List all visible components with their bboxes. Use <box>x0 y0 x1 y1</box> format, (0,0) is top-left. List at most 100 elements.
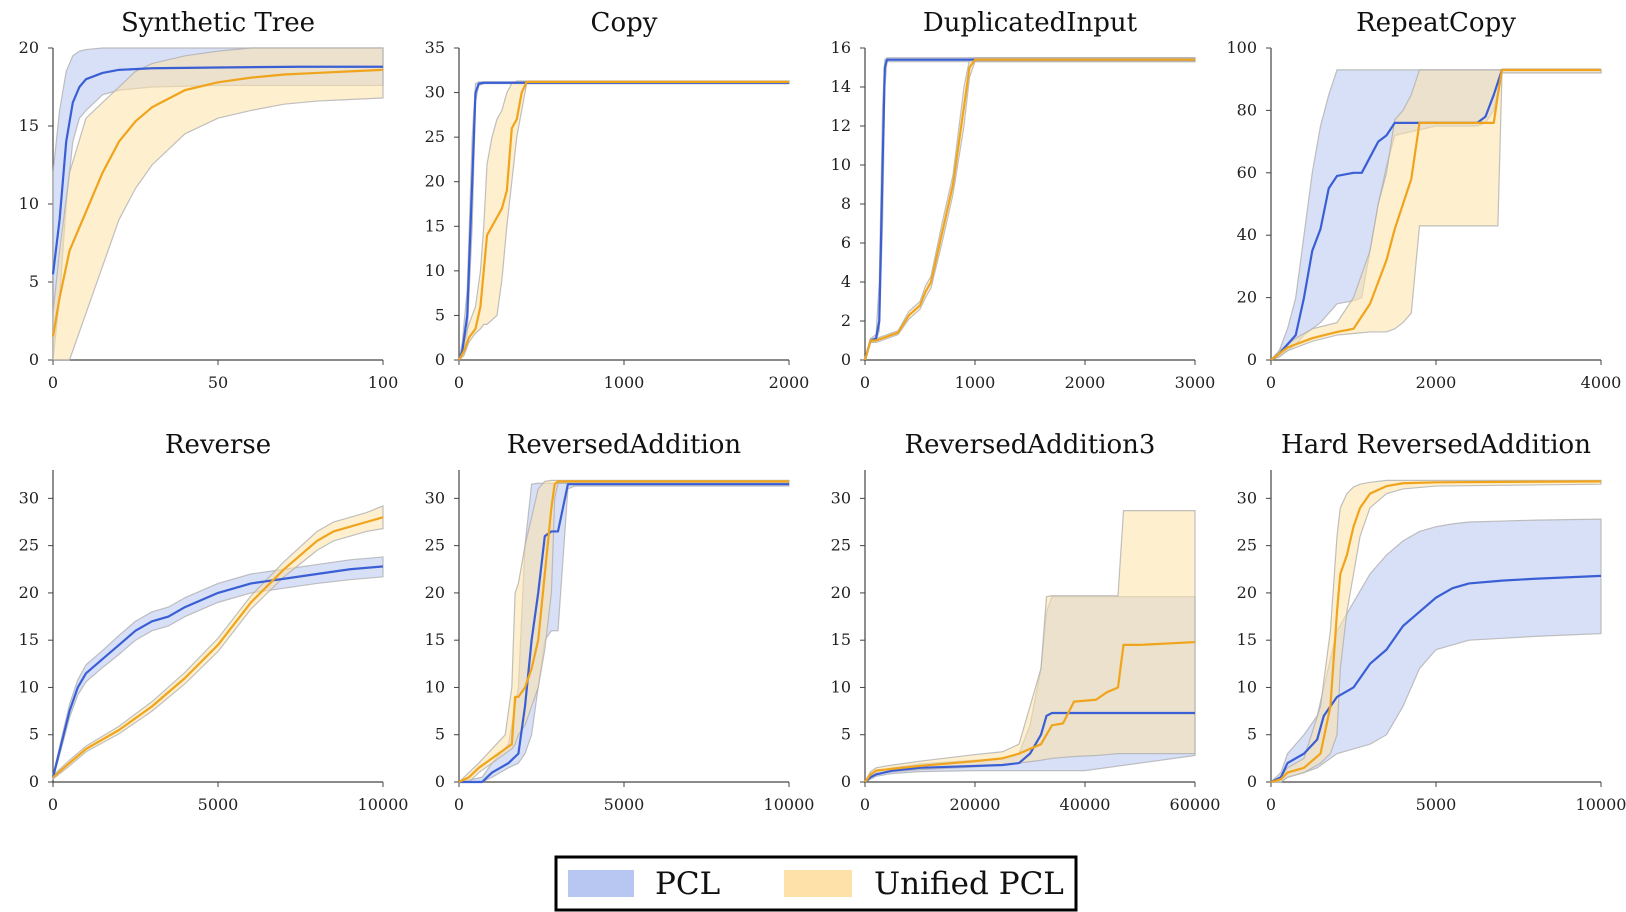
y-tick-label: 15 <box>425 216 445 235</box>
y-tick-label: 15 <box>425 630 445 649</box>
y-tick-label: 10 <box>831 155 851 174</box>
panel-title: Copy <box>591 8 658 38</box>
x-tick-label: 1000 <box>955 373 996 392</box>
x-tick-label: 5000 <box>198 795 239 814</box>
pcl-series-line <box>51 565 384 778</box>
unified-pcl-series-line <box>1270 68 1601 361</box>
y-tick-label: 25 <box>19 536 39 555</box>
y-tick-label: 25 <box>1237 536 1257 555</box>
y-tick-label: 8 <box>841 194 851 213</box>
y-tick-label: 30 <box>1237 488 1257 507</box>
chart-panel: ReversedAddition3 0 20000 40000 60000 0 5 10 15 2… <box>831 430 1221 814</box>
x-tick-label: 5000 <box>1416 795 1457 814</box>
chart-panel: Synthetic Tree 0 50 100 0 5 10 15 20 <box>19 8 399 392</box>
x-tick-label: 0 <box>1266 795 1276 814</box>
x-tick-label: 50 <box>208 373 228 392</box>
y-tick-label: 100 <box>1226 38 1257 57</box>
panel-title: DuplicatedInput <box>923 8 1138 38</box>
y-tick-label: 10 <box>19 677 39 696</box>
y-tick-label: 20 <box>425 583 445 602</box>
legend-swatch-unified-pcl <box>784 870 852 897</box>
y-tick-label: 2 <box>841 311 851 330</box>
y-tick-label: 0 <box>435 350 445 369</box>
y-tick-label: 4 <box>841 272 851 291</box>
pcl-series-line <box>459 483 789 784</box>
unified-pcl-confidence-band <box>457 80 790 362</box>
panel-title: ReversedAddition <box>507 430 742 460</box>
x-tick-label: 3000 <box>1175 373 1216 392</box>
panel-title: ReversedAddition3 <box>905 430 1156 460</box>
unified-pcl-series-line <box>864 640 1196 783</box>
unified-pcl-series-line <box>863 58 1195 361</box>
x-tick-label: 2000 <box>1416 373 1457 392</box>
unified-pcl-confidence-band <box>1270 69 1602 361</box>
x-tick-label: 2000 <box>769 373 810 392</box>
x-tick-label: 0 <box>1266 373 1276 392</box>
pcl-confidence-band <box>52 556 384 780</box>
x-tick-label: 40000 <box>1060 795 1111 814</box>
x-tick-label: 0 <box>48 373 58 392</box>
y-tick-label: 6 <box>841 233 851 252</box>
y-tick-label: 15 <box>1237 630 1257 649</box>
y-tick-label: 5 <box>29 725 39 744</box>
x-tick-label: 1000 <box>604 373 645 392</box>
y-tick-label: 14 <box>831 77 851 96</box>
chart-panel: Copy 0 1000 2000 0 5 10 15 20 25 30 35 <box>425 8 810 392</box>
y-tick-label: 25 <box>425 536 445 555</box>
unified-pcl-confidence-band <box>52 47 384 361</box>
y-tick-label: 5 <box>435 305 445 324</box>
unified-pcl-confidence-band <box>457 479 790 783</box>
y-tick-label: 0 <box>29 772 39 791</box>
panel-title: Reverse <box>165 430 271 460</box>
unified-pcl-confidence-band <box>864 57 1196 361</box>
y-tick-label: 20 <box>831 583 851 602</box>
y-tick-label: 12 <box>831 116 851 135</box>
y-tick-label: 60 <box>1237 163 1257 182</box>
unified-pcl-series-line <box>1270 480 1602 784</box>
y-tick-label: 0 <box>841 350 851 369</box>
x-tick-label: 0 <box>860 795 870 814</box>
y-tick-label: 10 <box>425 261 445 280</box>
y-tick-label: 25 <box>425 127 445 146</box>
legend: PCL Unified PCL <box>554 855 1078 912</box>
y-tick-label: 15 <box>19 116 39 135</box>
x-tick-label: 2000 <box>1065 373 1106 392</box>
y-tick-label: 10 <box>19 194 39 213</box>
legend-label-pcl: PCL <box>655 866 720 902</box>
x-tick-label: 0 <box>454 795 464 814</box>
chart-panel: ReversedAddition 0 5000 10000 0 5 10 15 20 25 30 <box>425 430 815 814</box>
x-tick-label: 5000 <box>604 795 645 814</box>
y-tick-label: 10 <box>1237 677 1257 696</box>
pcl-series-line <box>1270 68 1601 361</box>
y-tick-label: 35 <box>425 38 445 57</box>
unified-pcl-confidence-band <box>52 505 384 781</box>
unified-pcl-series-line <box>51 68 384 337</box>
y-tick-label: 0 <box>1247 772 1257 791</box>
y-tick-label: 0 <box>841 772 851 791</box>
pcl-series-line <box>864 711 1195 783</box>
unified-pcl-series-line <box>458 80 789 361</box>
y-tick-label: 30 <box>425 488 445 507</box>
panel-title: RepeatCopy <box>1356 8 1516 38</box>
y-tick-label: 15 <box>19 630 39 649</box>
y-tick-label: 10 <box>425 677 445 696</box>
y-tick-label: 20 <box>19 38 39 57</box>
y-tick-label: 5 <box>29 272 39 291</box>
chart-panel: RepeatCopy 0 2000 4000 0 20 40 60 80 100 <box>1226 8 1621 392</box>
y-tick-label: 30 <box>425 83 445 102</box>
y-tick-label: 5 <box>1247 725 1257 744</box>
chart-panel: Reverse 0 5000 10000 0 5 10 15 20 25 30 <box>19 430 409 814</box>
y-tick-label: 0 <box>435 772 445 791</box>
panel-title: Synthetic Tree <box>121 8 315 38</box>
unified-pcl-series-line <box>458 480 789 783</box>
x-tick-label: 60000 <box>1170 795 1221 814</box>
y-tick-label: 16 <box>831 38 851 57</box>
x-tick-label: 100 <box>368 373 399 392</box>
y-tick-label: 20 <box>1237 288 1257 307</box>
panel-title: Hard ReversedAddition <box>1281 430 1591 460</box>
y-tick-label: 30 <box>831 488 851 507</box>
y-tick-label: 0 <box>29 350 39 369</box>
y-tick-label: 30 <box>19 488 39 507</box>
